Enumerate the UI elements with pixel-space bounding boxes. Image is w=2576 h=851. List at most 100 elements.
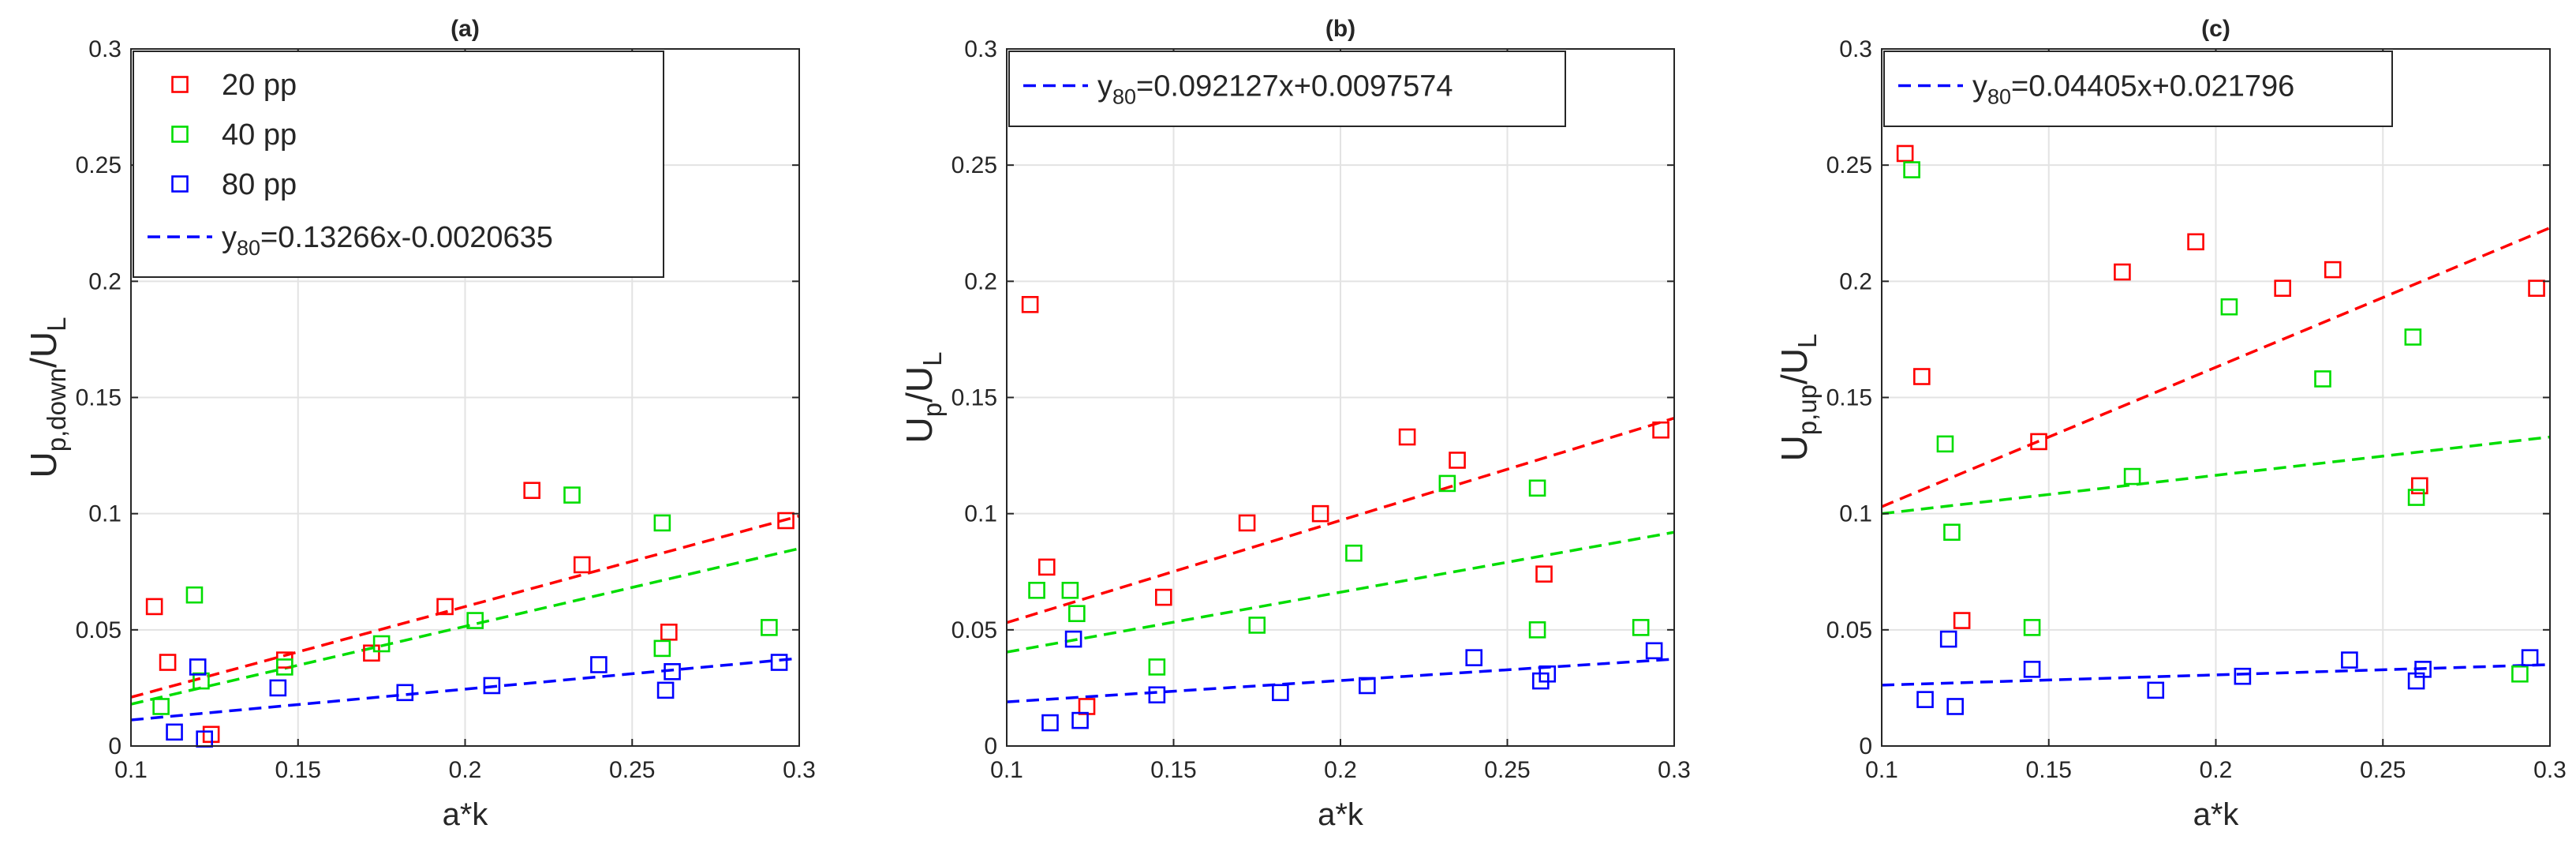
data-point	[1345, 544, 1363, 562]
x-tick-label: 0.3	[783, 757, 816, 783]
fit-line-40-pp	[1882, 435, 2550, 515]
fit-line-20-pp	[1882, 227, 2550, 508]
y-tick-label: 0.25	[952, 152, 997, 178]
y-tick-label: 0.25	[76, 152, 122, 178]
data-point	[1311, 504, 1329, 523]
legend-box	[1883, 51, 2393, 127]
data-point	[152, 698, 170, 715]
series-80-pp	[1916, 630, 2539, 715]
series-80-pp	[1041, 630, 1663, 732]
data-point	[2147, 681, 2165, 699]
series-40-pp	[1028, 474, 1650, 676]
data-point	[1248, 617, 1266, 634]
data-point	[1946, 698, 1964, 715]
legend-box	[1008, 51, 1566, 127]
y-axis-label: Up,up/UL	[1774, 334, 1822, 462]
data-point	[1038, 558, 1056, 576]
y-tick-label: 0	[108, 733, 122, 759]
fit-line-40-pp	[131, 547, 799, 706]
y-tick-label: 0.1	[964, 501, 997, 527]
panel-a: 0.1 0.15 0.2 0.25 0.3 0 0.05 0.1 0.15 0.2 0.25 0.3 (…	[23, 16, 816, 832]
x-tick-label: 0.15	[275, 757, 321, 783]
data-point	[1896, 144, 1914, 163]
data-point	[1021, 295, 1039, 313]
fit-line-20-pp	[1007, 417, 1674, 624]
data-point	[2023, 661, 2041, 678]
data-point	[660, 623, 678, 641]
series-20-pp	[1896, 144, 2545, 629]
data-point	[166, 723, 183, 741]
data-point	[1272, 684, 1289, 702]
data-point	[2314, 370, 2331, 388]
data-point	[466, 612, 484, 629]
y-tick-label: 0.15	[1826, 385, 1872, 411]
legend: y80=0.092127x+0.0097574	[1008, 51, 1566, 127]
y-tick-label: 0.2	[88, 268, 122, 294]
data-point	[1652, 421, 1669, 439]
data-point	[2023, 619, 2041, 636]
data-point	[1148, 658, 1166, 676]
data-point	[1535, 565, 1553, 583]
y-tick-label: 0.25	[1826, 152, 1872, 178]
legend-fit-label: y80=0.04405x+0.021796	[1972, 70, 2294, 109]
y-tick-label: 0.3	[964, 36, 997, 62]
y-tick-label: 0.05	[952, 617, 997, 643]
panel-b: 0.1 0.15 0.2 0.25 0.3 0 0.05 0.1 0.15 0.2 0.25 0.3 (…	[899, 16, 1691, 832]
data-point	[761, 619, 778, 636]
fit-line-80-pp	[1882, 663, 2550, 687]
data-point	[2220, 298, 2238, 316]
data-point	[2341, 651, 2358, 669]
legend-entry-label: 40 pp	[222, 118, 297, 152]
legend-marker	[171, 126, 189, 143]
data-point	[363, 644, 380, 662]
data-point	[1528, 621, 1546, 639]
data-point	[2123, 467, 2141, 485]
data-point	[1645, 642, 1663, 660]
data-point	[1953, 612, 1971, 629]
x-tick-label: 0.15	[2026, 757, 2072, 783]
data-point	[1155, 588, 1172, 606]
data-point	[483, 677, 501, 695]
data-point	[653, 639, 671, 658]
data-point	[1238, 514, 1256, 532]
panel-c: 0.1 0.15 0.2 0.25 0.3 0 0.05 0.1 0.15 0.2 0.25 0.3 (…	[1774, 16, 2567, 832]
data-point	[1438, 474, 1456, 493]
data-point	[193, 672, 210, 690]
legend: y80=0.04405x+0.021796	[1883, 51, 2393, 127]
y-axis-label: Up,down/UL	[23, 317, 71, 478]
data-point	[2407, 489, 2425, 506]
data-point	[2324, 261, 2342, 279]
data-point	[1071, 711, 1089, 729]
x-axis-label: a*k	[2193, 797, 2240, 832]
fit-line-20-pp	[131, 514, 799, 699]
series-20-pp	[1021, 295, 1669, 715]
x-tick-label: 0.1	[990, 757, 1023, 783]
data-point	[770, 654, 788, 671]
fit-line-40-pp	[1007, 530, 1674, 654]
x-tick-label: 0.2	[1324, 757, 1357, 783]
x-tick-label: 0.2	[449, 757, 482, 783]
data-point	[2414, 661, 2432, 678]
data-point	[2511, 665, 2529, 683]
legend-fit-label: y80=0.092127x+0.0097574	[1097, 70, 1453, 109]
data-point	[1943, 523, 1961, 542]
x-axis-label: a*k	[1318, 797, 1364, 832]
x-tick-label: 0.3	[2533, 757, 2567, 783]
legend-box	[133, 51, 664, 278]
data-point	[2274, 279, 2291, 297]
y-tick-label: 0.2	[964, 268, 997, 294]
x-tick-label: 0.1	[1865, 757, 1898, 783]
data-point	[1061, 581, 1079, 599]
x-tick-label: 0.3	[1658, 757, 1691, 783]
data-point	[276, 658, 293, 676]
legend: 20 pp 40 pp 80 pp y80=0.13266x-0.0020635	[133, 51, 664, 278]
data-point	[159, 654, 177, 671]
data-point	[185, 586, 204, 604]
data-point	[2234, 667, 2252, 685]
data-point	[777, 512, 794, 530]
x-tick-label: 0.15	[1150, 757, 1196, 783]
data-point	[523, 482, 541, 500]
data-point	[664, 663, 681, 680]
y-tick-label: 0.1	[88, 501, 122, 527]
